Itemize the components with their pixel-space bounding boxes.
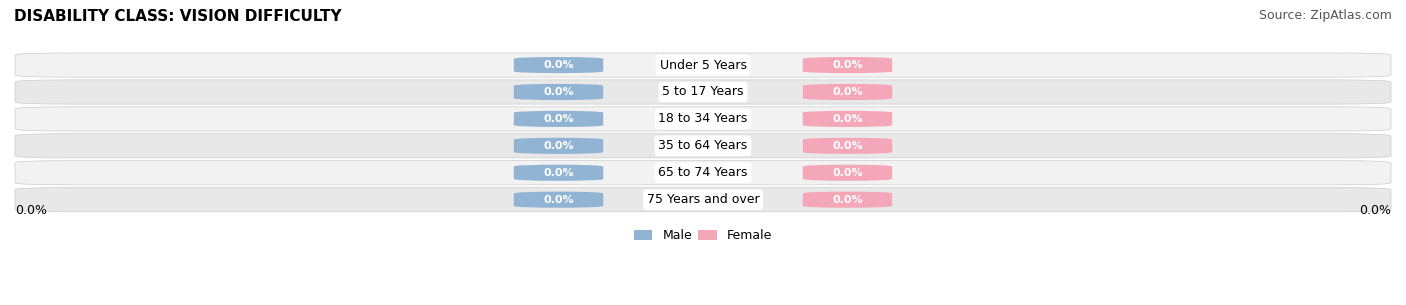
Text: 0.0%: 0.0% [832, 114, 863, 124]
Text: 65 to 74 Years: 65 to 74 Years [658, 166, 748, 179]
Text: 75 Years and over: 75 Years and over [647, 193, 759, 206]
Text: 0.0%: 0.0% [832, 60, 863, 70]
FancyBboxPatch shape [513, 192, 603, 208]
FancyBboxPatch shape [513, 165, 603, 181]
FancyBboxPatch shape [803, 84, 893, 100]
Text: 0.0%: 0.0% [543, 141, 574, 151]
Text: 0.0%: 0.0% [832, 195, 863, 205]
Text: Source: ZipAtlas.com: Source: ZipAtlas.com [1258, 9, 1392, 22]
Text: 0.0%: 0.0% [543, 168, 574, 178]
Text: 0.0%: 0.0% [832, 141, 863, 151]
Text: 0.0%: 0.0% [1360, 204, 1391, 217]
FancyBboxPatch shape [803, 111, 893, 127]
Text: 0.0%: 0.0% [543, 195, 574, 205]
Text: Under 5 Years: Under 5 Years [659, 59, 747, 72]
Text: 0.0%: 0.0% [543, 60, 574, 70]
Text: 0.0%: 0.0% [543, 114, 574, 124]
FancyBboxPatch shape [513, 57, 603, 73]
Text: DISABILITY CLASS: VISION DIFFICULTY: DISABILITY CLASS: VISION DIFFICULTY [14, 9, 342, 24]
FancyBboxPatch shape [513, 111, 603, 127]
Legend: Male, Female: Male, Female [628, 224, 778, 247]
Text: 0.0%: 0.0% [15, 204, 46, 217]
FancyBboxPatch shape [15, 134, 1391, 158]
Text: 0.0%: 0.0% [543, 87, 574, 97]
Text: 35 to 64 Years: 35 to 64 Years [658, 139, 748, 152]
Text: 0.0%: 0.0% [832, 87, 863, 97]
Text: 5 to 17 Years: 5 to 17 Years [662, 85, 744, 99]
FancyBboxPatch shape [513, 138, 603, 154]
Text: 18 to 34 Years: 18 to 34 Years [658, 113, 748, 125]
FancyBboxPatch shape [803, 165, 893, 181]
FancyBboxPatch shape [15, 107, 1391, 131]
FancyBboxPatch shape [15, 53, 1391, 77]
FancyBboxPatch shape [15, 188, 1391, 212]
FancyBboxPatch shape [803, 57, 893, 73]
FancyBboxPatch shape [15, 80, 1391, 104]
FancyBboxPatch shape [803, 192, 893, 208]
Text: 0.0%: 0.0% [832, 168, 863, 178]
FancyBboxPatch shape [803, 138, 893, 154]
FancyBboxPatch shape [15, 161, 1391, 185]
FancyBboxPatch shape [513, 84, 603, 100]
